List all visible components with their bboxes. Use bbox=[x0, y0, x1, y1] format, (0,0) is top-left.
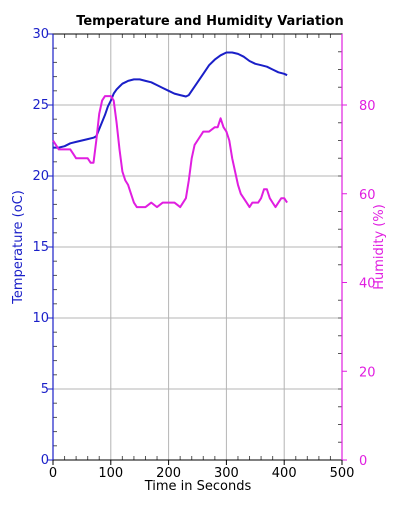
left-y-tick-label: 15 bbox=[32, 240, 49, 255]
x-tick-label: 0 bbox=[49, 466, 57, 481]
temperature-series-line bbox=[53, 53, 287, 148]
right-y-tick-label: 20 bbox=[359, 365, 376, 380]
left-y-axis-label: Temperature (oC) bbox=[11, 190, 26, 305]
x-tick-label: 100 bbox=[98, 466, 123, 481]
gridlines bbox=[53, 34, 342, 460]
right-y-tick-label: 60 bbox=[359, 188, 376, 203]
left-y-tick-label: 20 bbox=[32, 169, 49, 184]
left-y-tick-label: 10 bbox=[32, 311, 49, 326]
left-y-tick-label: 0 bbox=[41, 453, 49, 468]
chart-title: Temperature and Humidity Variation bbox=[76, 14, 344, 29]
left-y-tick-labels: 0 5 10 15 20 25 30 bbox=[32, 27, 49, 468]
x-tick-label: 400 bbox=[272, 466, 297, 481]
x-axis-label: Time in Seconds bbox=[144, 479, 252, 494]
minor-ticks bbox=[48, 34, 347, 465]
x-tick-label: 500 bbox=[330, 466, 355, 481]
left-y-tick-label: 25 bbox=[32, 98, 49, 113]
right-y-tick-label: 0 bbox=[359, 454, 367, 469]
right-y-axis-label: Humidity (%) bbox=[372, 204, 387, 290]
left-y-tick-label: 30 bbox=[32, 27, 49, 42]
humidity-series-line bbox=[53, 96, 287, 207]
left-y-tick-label: 5 bbox=[41, 382, 49, 397]
right-y-tick-label: 80 bbox=[359, 99, 376, 114]
